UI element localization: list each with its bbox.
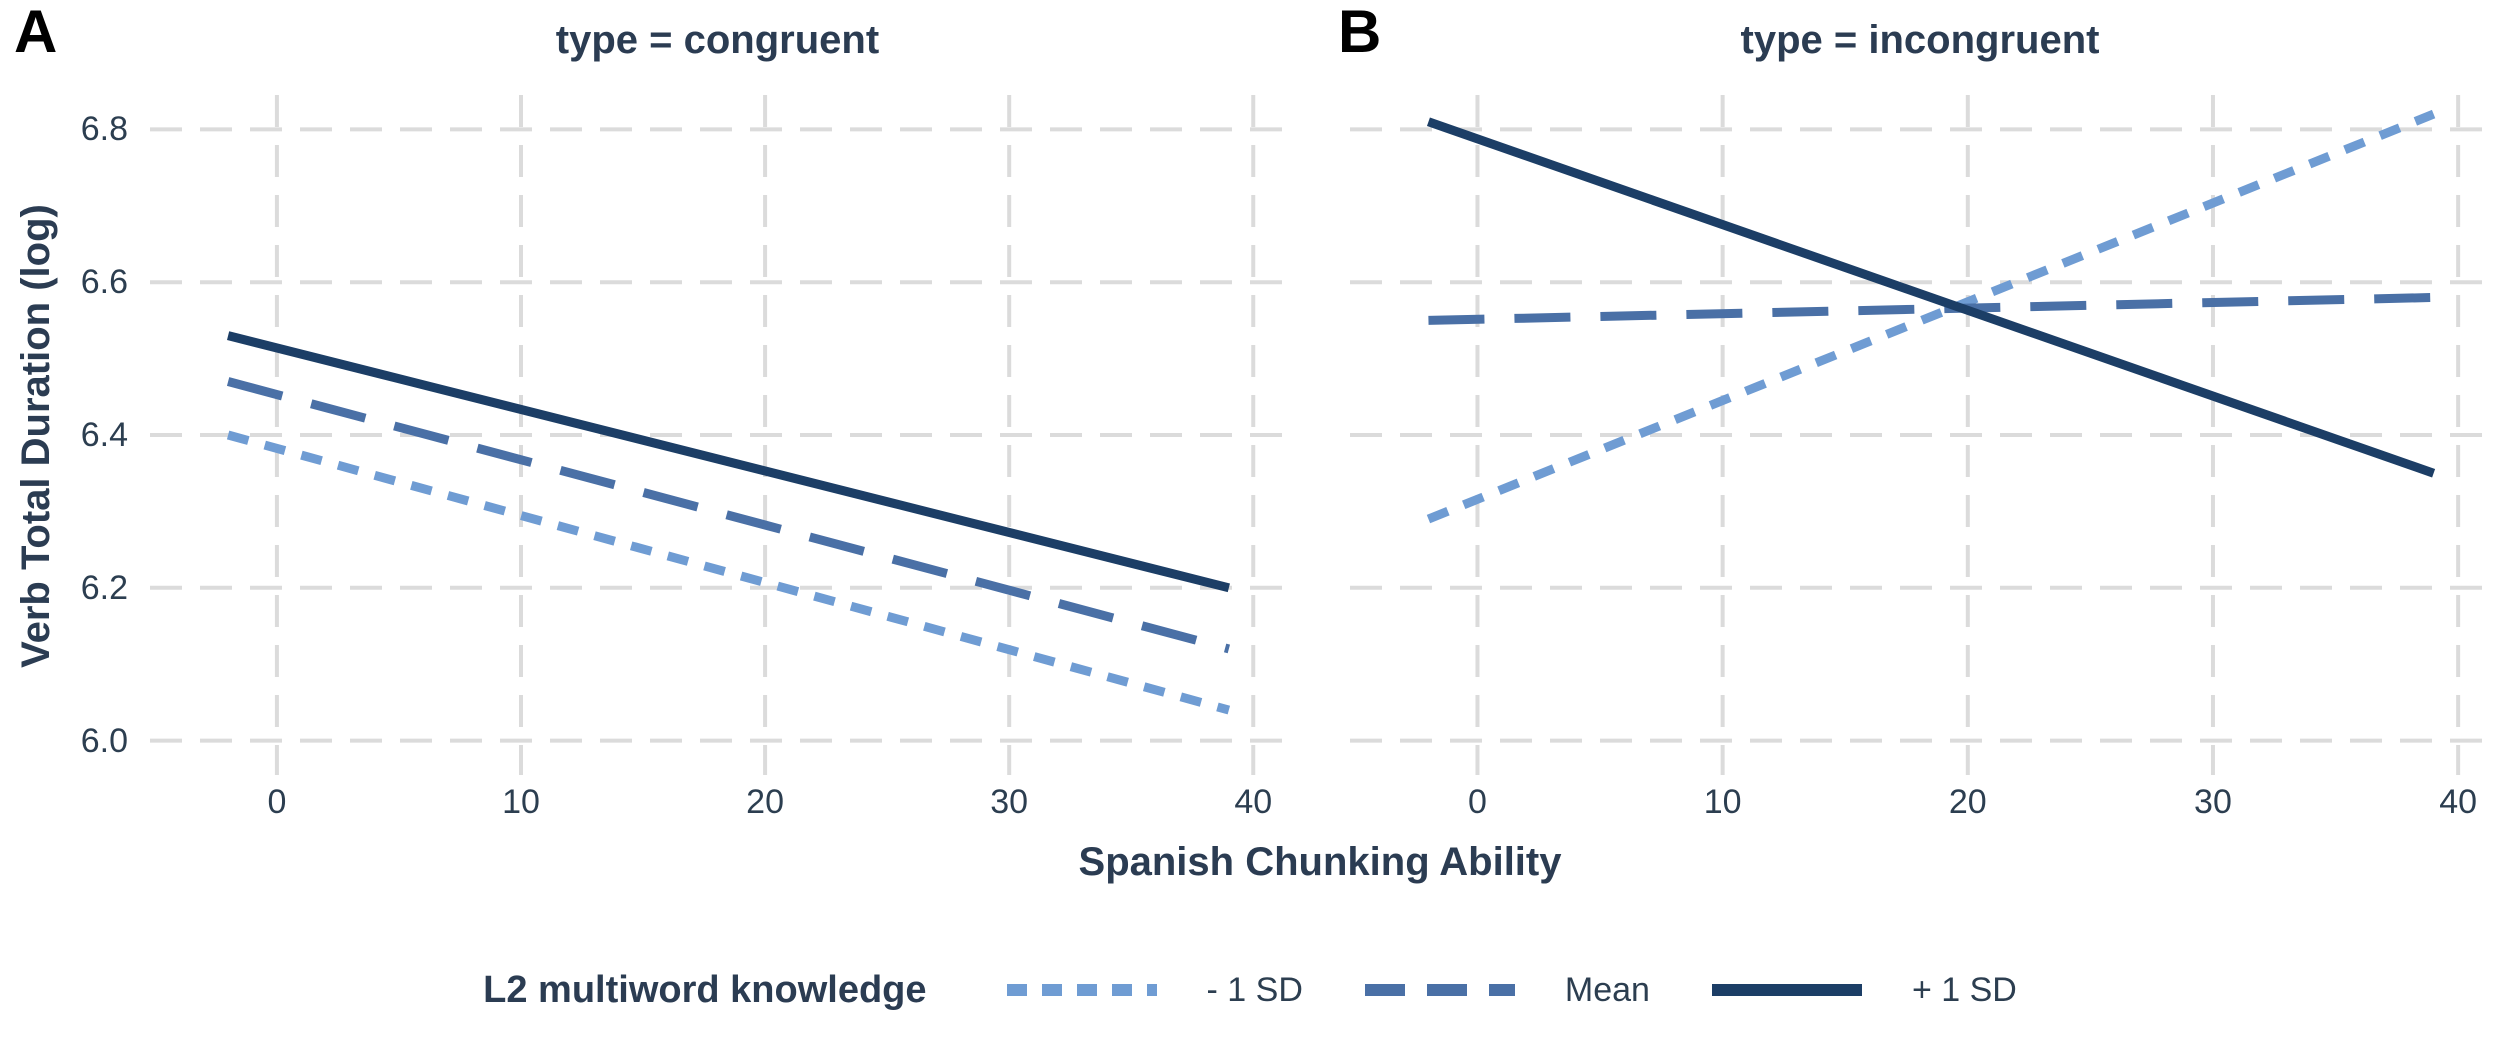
legend-item-mean: Mean <box>1364 970 1650 1010</box>
panel-incongruent-title: type = incongruent <box>1740 18 2100 62</box>
legend-item-minus-1sd: - 1 SD <box>1006 970 1303 1010</box>
y-tick-label: 6.6 <box>80 263 128 302</box>
series-line-solid <box>1426 117 2436 478</box>
x-tick-label: 40 <box>1234 783 1273 821</box>
y-tick-label: 6.4 <box>80 416 128 454</box>
series-line-dotted <box>226 430 1231 715</box>
x-tick-label: 30 <box>990 783 1029 821</box>
x-tick-label: 0 <box>1468 783 1487 821</box>
x-tick-label: 20 <box>746 783 784 821</box>
x-tick-label: 30 <box>2194 783 2232 821</box>
panel-congruent-title: type = congruent <box>555 18 880 62</box>
series-line-dotted <box>1426 109 2436 524</box>
legend: L2 multiword knowledge - 1 SD Mean + 1 S… <box>0 952 2500 1028</box>
series-line-solid <box>227 331 1230 593</box>
panel-congruent: type = congruent 0 10 20 30 40 6.0 6.2 6.4 6.6 6.… <box>81 20 1285 819</box>
x-tick-label: 0 <box>267 783 287 821</box>
plot-area-incongruent <box>1350 95 2490 775</box>
panel-a-corner-label: A <box>14 0 58 65</box>
legend-item-plus-1sd: + 1 SD <box>1711 970 2017 1010</box>
solid-line-swatch-icon <box>1711 984 1862 996</box>
y-tick-label: 6.2 <box>80 568 128 607</box>
x-tick-label: 40 <box>2439 783 2478 821</box>
y-tick-label: 6.8 <box>80 110 128 149</box>
series-line-dashed <box>226 377 1231 654</box>
y-axis-label: Verb Total Duration (log) <box>14 204 58 668</box>
legend-label-mean: Mean <box>1564 970 1650 1009</box>
legend-label-plus-1sd: + 1 SD <box>1911 970 2017 1009</box>
x-axis-label: Spanish Chunking Ability <box>1078 840 1562 884</box>
legend-title: L2 multiword knowledge <box>483 968 927 1011</box>
y-tick-label: 6.0 <box>80 721 128 760</box>
x-tick-label: 20 <box>1948 783 1987 821</box>
panel-b-corner-label: B <box>1338 0 1382 65</box>
dotted-line-swatch-icon <box>1006 984 1157 996</box>
plot-area-congruent <box>150 95 1285 775</box>
dashed-line-swatch-icon <box>1364 984 1515 996</box>
x-tick-label: 10 <box>1703 783 1742 821</box>
panel-incongruent: type = incongruent 0 10 20 30 40 <box>1350 20 2490 819</box>
legend-label-minus-1sd: - 1 SD <box>1206 970 1303 1009</box>
x-tick-label: 10 <box>502 783 540 821</box>
